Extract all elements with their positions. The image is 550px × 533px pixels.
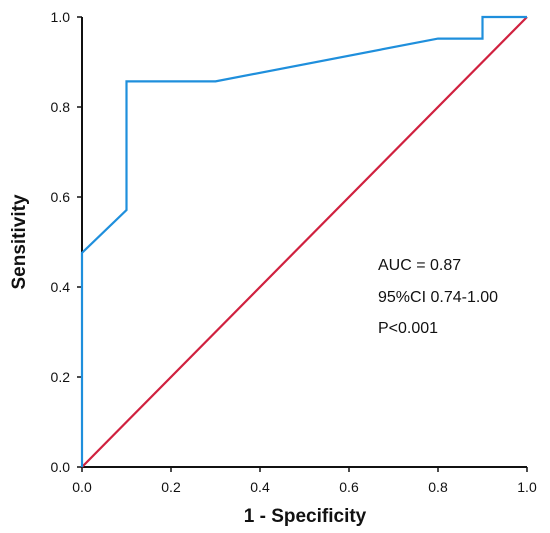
x-tick-label: 0.0 xyxy=(72,479,92,495)
x-axis-title: 1 - Specificity xyxy=(244,506,367,527)
y-axis-title: Sensitivity xyxy=(9,194,30,289)
x-tick-label: 0.6 xyxy=(339,479,359,495)
y-tick-label: 0.6 xyxy=(51,189,71,205)
p-value-annotation: P<0.001 xyxy=(378,320,438,337)
y-tick-label: 0.8 xyxy=(51,99,71,115)
y-tick-label: 0.4 xyxy=(51,279,71,295)
plot-area: 0.0 0.2 0.4 0.6 0.8 1.0 0.0 0.2 0.4 0.6 0.8 1.0 xyxy=(51,9,537,495)
ci-annotation: 95%CI 0.74-1.00 xyxy=(378,289,498,306)
roc-curve-line xyxy=(80,15,527,467)
x-tick-label: 0.4 xyxy=(250,479,270,495)
x-tick-label: 0.2 xyxy=(161,479,181,495)
y-tick-label: 1.0 xyxy=(51,9,71,25)
x-tick-label: 1.0 xyxy=(517,479,537,495)
y-tick-label: 0.0 xyxy=(51,459,71,475)
reference-diagonal-line xyxy=(81,16,528,468)
x-tick-label: 0.8 xyxy=(428,479,448,495)
auc-annotation: AUC = 0.87 xyxy=(378,257,461,274)
y-tick-label: 0.2 xyxy=(51,369,71,385)
